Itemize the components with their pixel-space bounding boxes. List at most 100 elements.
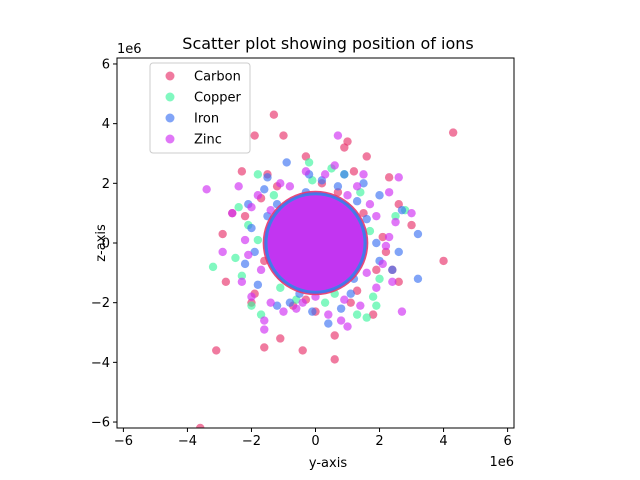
iron-point [413, 229, 423, 239]
carbon-point [333, 188, 343, 197]
copper-point [234, 202, 243, 212]
carbon-point [439, 256, 448, 266]
copper-point [362, 313, 371, 322]
carbon-point [330, 331, 339, 340]
zinc-point [343, 191, 352, 200]
carbon-point [240, 211, 250, 221]
iron-point [240, 259, 250, 269]
legend-label-carbon: Carbon [194, 70, 241, 85]
iron-point [375, 191, 384, 200]
y-tick-label: 0 [102, 237, 110, 252]
carbon-point [349, 167, 359, 176]
zinc-point [359, 170, 368, 179]
iron-point [394, 247, 403, 257]
zinc-point [356, 301, 365, 310]
zinc-point [336, 316, 346, 325]
zinc-point [202, 185, 211, 194]
iron-point [308, 307, 317, 316]
zinc-point [372, 211, 381, 221]
carbon-point [352, 286, 362, 295]
chart-title: Scatter plot showing position of ions [182, 34, 473, 53]
x-tick-label: −6 [114, 434, 133, 449]
zinc-point [384, 188, 394, 197]
iron-point [263, 173, 272, 182]
zinc-point [234, 182, 243, 191]
copper-point [247, 301, 256, 310]
legend-label-copper: Copper [194, 91, 242, 106]
carbon-point [221, 277, 231, 286]
y-axis-label: z-axis [94, 224, 109, 262]
y-offset-label: 1e6 [117, 42, 142, 57]
zinc-point [240, 235, 250, 245]
zinc-dense-cluster [267, 195, 364, 291]
iron-point [397, 205, 407, 215]
zinc-point [298, 298, 307, 307]
zinc-point [352, 182, 362, 191]
carbon-point [330, 355, 339, 364]
iron-point [333, 182, 343, 191]
zinc-point [247, 292, 256, 301]
zinc-point [388, 277, 397, 286]
iron-point [260, 185, 269, 194]
zinc-point [266, 298, 275, 307]
carbon-point [407, 220, 416, 230]
zinc-point [362, 268, 371, 278]
x-tick-label: 2 [375, 434, 383, 449]
zinc-point [237, 277, 247, 286]
y-tick-label: 6 [102, 57, 110, 72]
zinc-point [279, 307, 288, 316]
carbon-point [381, 247, 391, 257]
carbon-point [346, 298, 355, 307]
x-axis-label: y-axis [309, 456, 347, 471]
y-tick-label: 4 [102, 117, 110, 132]
iron-point [336, 304, 346, 313]
y-ticks: −6 −4 −2 0 2 4 6 [91, 57, 117, 431]
iron-point [340, 170, 349, 179]
zinc-point [384, 232, 394, 242]
iron-point [372, 238, 381, 248]
carbon-point [260, 343, 269, 352]
iron-point [352, 197, 362, 206]
carbon-point [340, 143, 349, 152]
copper-point [253, 235, 263, 245]
iron-point [359, 179, 368, 188]
carbon-point [362, 152, 371, 161]
zinc-point [365, 200, 375, 209]
legend-box [149, 62, 251, 154]
zinc-point [394, 173, 403, 182]
points-layer [196, 110, 458, 428]
zinc-point [333, 131, 343, 140]
x-tick-label: 0 [311, 434, 319, 449]
copper-point [372, 301, 381, 310]
legend: Carbon Copper Iron Zinc [149, 62, 251, 154]
copper-point [352, 310, 362, 319]
carbon-point [368, 310, 378, 319]
zinc-point [340, 295, 349, 304]
copper-point [231, 253, 240, 263]
copper-point [208, 262, 218, 272]
y-tick-label: −6 [91, 416, 110, 431]
iron-point [272, 301, 282, 310]
carbon-point [279, 131, 288, 140]
iron-point [247, 223, 256, 233]
copper-point [375, 274, 384, 284]
legend-marker-iron [165, 113, 175, 123]
iron-point [362, 214, 371, 224]
zinc-point [407, 208, 416, 218]
iron-point [413, 274, 423, 284]
carbon-point [218, 229, 227, 239]
zinc-point [301, 167, 311, 176]
carbon-point [372, 265, 381, 275]
iron-point [324, 319, 333, 328]
zinc-point [266, 205, 275, 215]
legend-marker-carbon [165, 71, 175, 81]
carbon-point [378, 232, 387, 242]
y-tick-label: −2 [91, 296, 110, 311]
iron-point [282, 158, 291, 167]
carbon-point [269, 110, 279, 119]
carbon-point [448, 128, 458, 137]
x-tick-label: 6 [503, 434, 511, 449]
copper-point [269, 191, 279, 200]
carbon-point [298, 346, 307, 355]
